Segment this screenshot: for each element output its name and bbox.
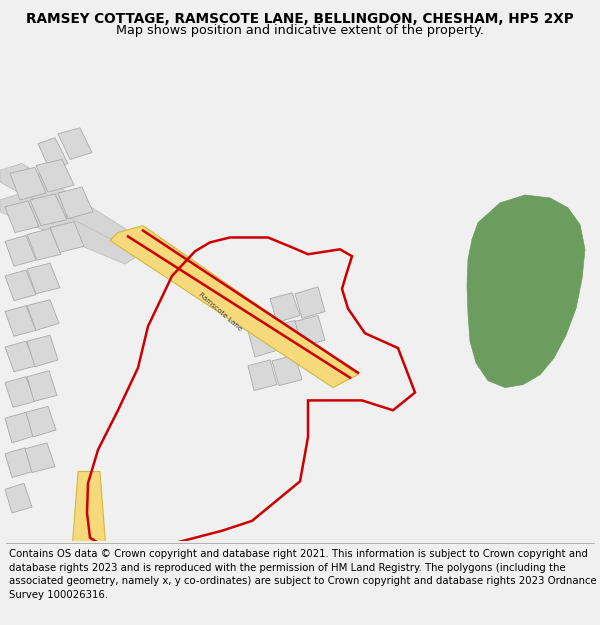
Text: RAMSEY COTTAGE, RAMSCOTE LANE, BELLINGDON, CHESHAM, HP5 2XP: RAMSEY COTTAGE, RAMSCOTE LANE, BELLINGDO…	[26, 12, 574, 26]
Polygon shape	[5, 341, 36, 372]
Polygon shape	[27, 371, 57, 401]
Text: Contains OS data © Crown copyright and database right 2021. This information is : Contains OS data © Crown copyright and d…	[9, 549, 596, 600]
Polygon shape	[270, 292, 300, 322]
Polygon shape	[58, 187, 93, 219]
Polygon shape	[272, 355, 302, 386]
Polygon shape	[27, 335, 58, 367]
Polygon shape	[5, 448, 33, 478]
Polygon shape	[38, 138, 68, 170]
Text: Map shows position and indicative extent of the property.: Map shows position and indicative extent…	[116, 24, 484, 36]
Polygon shape	[467, 195, 585, 388]
Polygon shape	[5, 306, 36, 336]
Polygon shape	[27, 229, 61, 260]
Text: Ramscote Lane: Ramscote Lane	[197, 291, 243, 332]
Polygon shape	[248, 326, 278, 357]
Polygon shape	[110, 226, 358, 388]
Polygon shape	[248, 360, 277, 391]
Polygon shape	[5, 483, 32, 513]
Polygon shape	[5, 377, 35, 408]
Polygon shape	[26, 406, 56, 437]
Polygon shape	[0, 193, 140, 264]
Polygon shape	[10, 168, 46, 200]
Polygon shape	[72, 471, 106, 551]
Polygon shape	[27, 263, 60, 294]
Polygon shape	[5, 201, 39, 232]
Polygon shape	[5, 236, 36, 266]
Polygon shape	[272, 321, 303, 351]
Polygon shape	[5, 270, 36, 301]
Polygon shape	[5, 412, 34, 443]
Polygon shape	[295, 316, 325, 346]
Polygon shape	[27, 299, 59, 330]
Polygon shape	[295, 287, 325, 318]
Polygon shape	[50, 222, 84, 253]
Polygon shape	[0, 163, 150, 254]
Polygon shape	[25, 443, 55, 472]
Polygon shape	[58, 128, 92, 159]
Polygon shape	[36, 159, 74, 192]
Polygon shape	[30, 194, 67, 226]
